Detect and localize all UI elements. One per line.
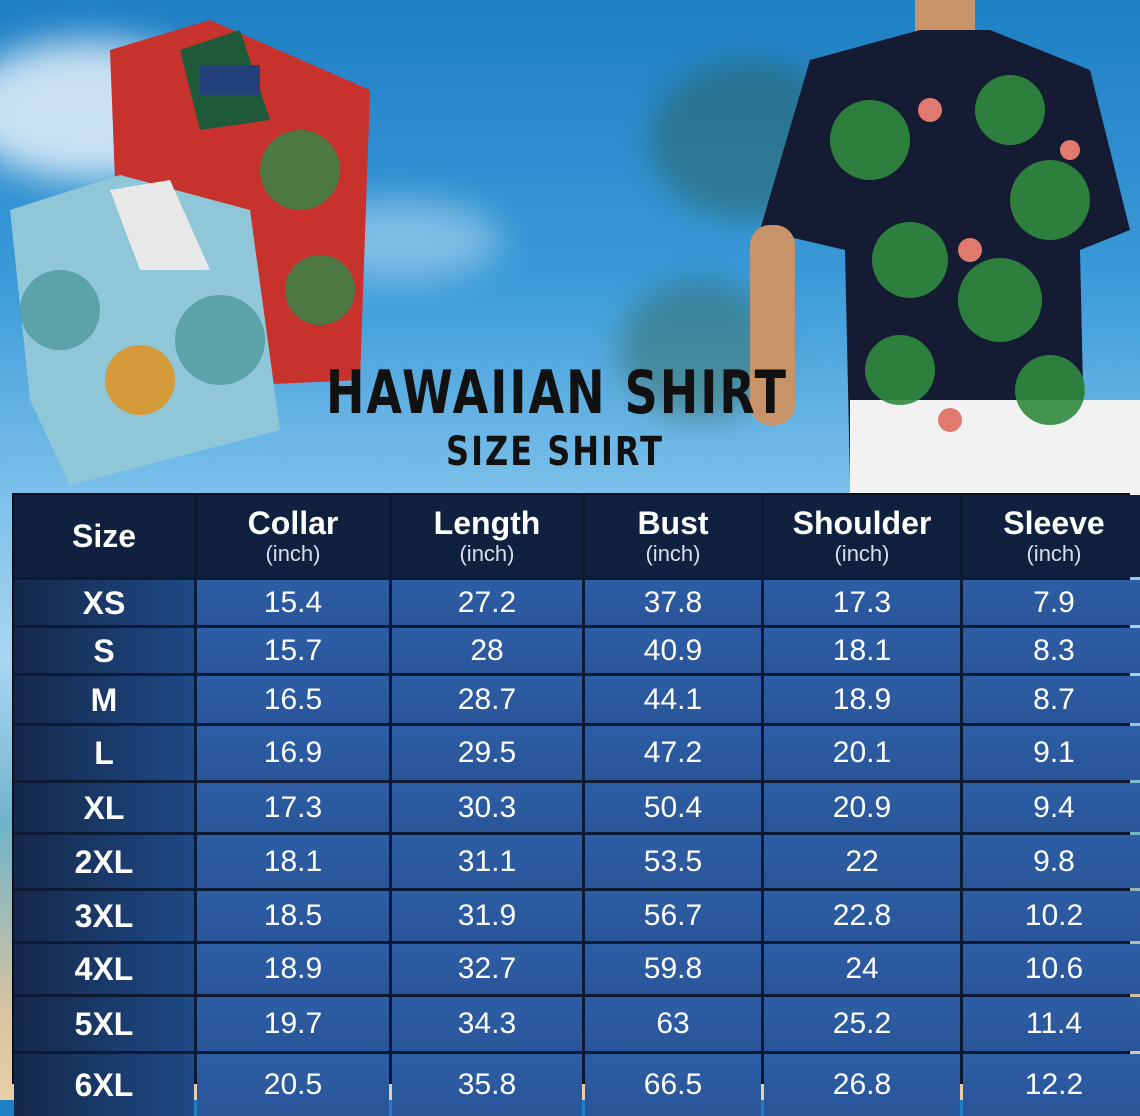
header-sleeve: Sleeve (inch) [963, 495, 1140, 577]
collar-cell: 15.4 [197, 580, 389, 625]
length-cell: 29.5 [392, 726, 582, 780]
collar-cell: 18.9 [197, 944, 389, 994]
header-label: Length [433, 505, 541, 541]
shoulder-cell: 26.8 [764, 1054, 960, 1116]
collar-cell: 18.5 [197, 891, 389, 941]
header-unit: (inch) [834, 541, 890, 566]
header-unit: (inch) [1026, 541, 1082, 566]
bust-cell: 59.8 [585, 944, 761, 994]
length-cell: 28.7 [392, 676, 582, 723]
header-label: Size [71, 518, 137, 554]
header-bust: Bust (inch) [585, 495, 761, 577]
shoulder-cell: 20.1 [764, 726, 960, 780]
shoulder-cell: 20.9 [764, 783, 960, 832]
size-label-cell: XL [14, 783, 194, 832]
header-label: Collar [247, 505, 339, 541]
collar-cell: 15.7 [197, 628, 389, 673]
sleeve-cell: 10.2 [963, 891, 1140, 941]
size-label-cell: 2XL [14, 835, 194, 888]
header-label: Shoulder [792, 505, 932, 541]
bust-cell: 63 [585, 997, 761, 1051]
collar-cell: 17.3 [197, 783, 389, 832]
sleeve-cell: 8.7 [963, 676, 1140, 723]
size-label-cell: S [14, 628, 194, 673]
shoulder-cell: 24 [764, 944, 960, 994]
sleeve-cell: 12.2 [963, 1054, 1140, 1116]
sleeve-cell: 9.1 [963, 726, 1140, 780]
header-shoulder: Shoulder (inch) [764, 495, 960, 577]
model-shirt-image [750, 0, 1140, 495]
size-label-cell: L [14, 726, 194, 780]
shoulder-cell: 18.9 [764, 676, 960, 723]
size-label-cell: 3XL [14, 891, 194, 941]
size-label-cell: 6XL [14, 1054, 194, 1116]
bust-cell: 44.1 [585, 676, 761, 723]
shoulder-cell: 17.3 [764, 580, 960, 625]
length-cell: 34.3 [392, 997, 582, 1051]
header-size: Size [14, 495, 194, 577]
collar-cell: 20.5 [197, 1054, 389, 1116]
bust-cell: 40.9 [585, 628, 761, 673]
bust-cell: 37.8 [585, 580, 761, 625]
header-length: Length (inch) [392, 495, 582, 577]
length-cell: 35.8 [392, 1054, 582, 1116]
length-cell: 28 [392, 628, 582, 673]
header-label: Sleeve [1003, 505, 1105, 541]
sleeve-cell: 9.8 [963, 835, 1140, 888]
header-label: Bust [637, 505, 709, 541]
header-unit: (inch) [645, 541, 701, 566]
bust-cell: 66.5 [585, 1054, 761, 1116]
size-label-cell: XS [14, 580, 194, 625]
page-subtitle: SIZE SHIRT [446, 427, 664, 475]
size-label-cell: 4XL [14, 944, 194, 994]
bust-cell: 56.7 [585, 891, 761, 941]
sleeve-cell: 9.4 [963, 783, 1140, 832]
sleeve-cell: 8.3 [963, 628, 1140, 673]
length-cell: 27.2 [392, 580, 582, 625]
header-unit: (inch) [265, 541, 321, 566]
sleeve-cell: 7.9 [963, 580, 1140, 625]
collar-cell: 16.9 [197, 726, 389, 780]
collar-cell: 16.5 [197, 676, 389, 723]
size-label-cell: M [14, 676, 194, 723]
sleeve-cell: 10.6 [963, 944, 1140, 994]
bust-cell: 47.2 [585, 726, 761, 780]
collar-cell: 18.1 [197, 835, 389, 888]
size-label-cell: 5XL [14, 997, 194, 1051]
page-title: HAWAIIAN SHIRT [325, 356, 789, 428]
length-cell: 32.7 [392, 944, 582, 994]
shoulder-cell: 18.1 [764, 628, 960, 673]
sleeve-cell: 11.4 [963, 997, 1140, 1051]
shoulder-cell: 22 [764, 835, 960, 888]
bust-cell: 50.4 [585, 783, 761, 832]
header-collar: Collar (inch) [197, 495, 389, 577]
length-cell: 31.9 [392, 891, 582, 941]
shoulder-cell: 25.2 [764, 997, 960, 1051]
folded-shirts-image [10, 20, 370, 485]
collar-cell: 19.7 [197, 997, 389, 1051]
bust-cell: 53.5 [585, 835, 761, 888]
header-unit: (inch) [459, 541, 515, 566]
length-cell: 31.1 [392, 835, 582, 888]
shoulder-cell: 22.8 [764, 891, 960, 941]
length-cell: 30.3 [392, 783, 582, 832]
size-chart-table: Size Collar (inch) Length (inch) Bust (inch) Sh… [12, 493, 1140, 1116]
